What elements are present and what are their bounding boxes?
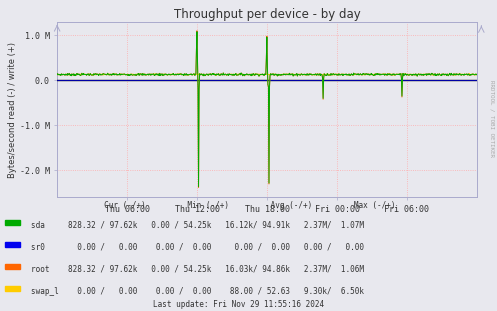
FancyBboxPatch shape — [5, 220, 20, 225]
Title: Throughput per device - by day: Throughput per device - by day — [174, 7, 360, 21]
Y-axis label: Bytes/second read (-) / write (+): Bytes/second read (-) / write (+) — [8, 42, 17, 178]
Text: Cur (-/+)         Min (-/+)         Avg (-/+)         Max (-/+): Cur (-/+) Min (-/+) Avg (-/+) Max (-/+) — [82, 201, 396, 210]
Text: Last update: Fri Nov 29 11:55:16 2024: Last update: Fri Nov 29 11:55:16 2024 — [153, 300, 324, 309]
FancyBboxPatch shape — [5, 264, 20, 269]
Text: RRDTOOL / TOBI OETIKER: RRDTOOL / TOBI OETIKER — [490, 80, 495, 157]
Text: sr0       0.00 /   0.00    0.00 /  0.00     0.00 /  0.00   0.00 /   0.00: sr0 0.00 / 0.00 0.00 / 0.00 0.00 / 0.00 … — [31, 243, 364, 252]
Text: swap_l    0.00 /   0.00    0.00 /  0.00    88.00 / 52.63   9.30k/  6.50k: swap_l 0.00 / 0.00 0.00 / 0.00 88.00 / 5… — [31, 287, 364, 296]
FancyBboxPatch shape — [5, 242, 20, 247]
FancyBboxPatch shape — [5, 286, 20, 291]
Text: sda     828.32 / 97.62k   0.00 / 54.25k   16.12k/ 94.91k   2.37M/  1.07M: sda 828.32 / 97.62k 0.00 / 54.25k 16.12k… — [31, 220, 364, 230]
Text: root    828.32 / 97.62k   0.00 / 54.25k   16.03k/ 94.86k   2.37M/  1.06M: root 828.32 / 97.62k 0.00 / 54.25k 16.03… — [31, 265, 364, 274]
